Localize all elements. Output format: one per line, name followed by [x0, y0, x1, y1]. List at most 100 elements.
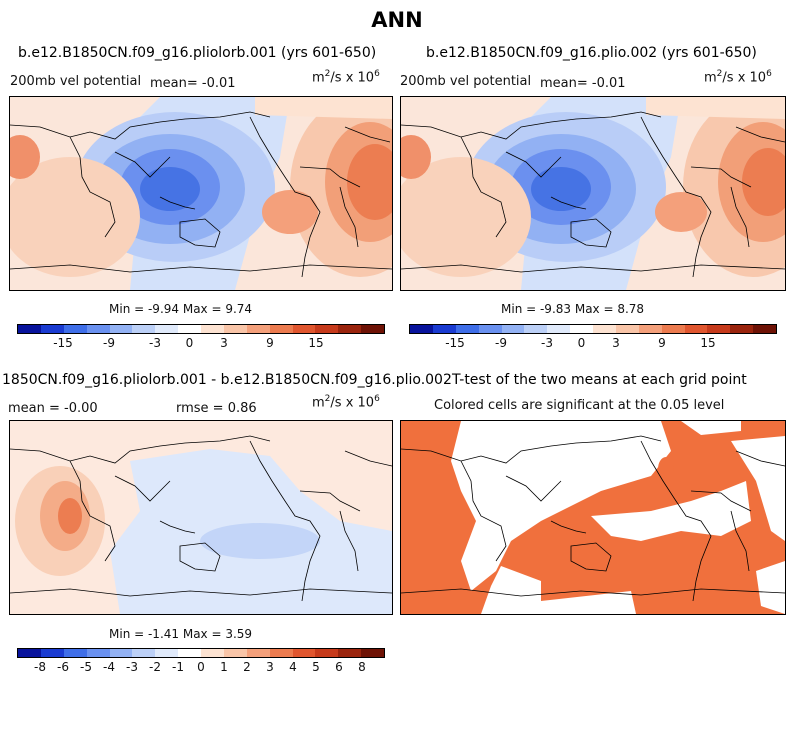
colorbar-cell — [478, 325, 502, 333]
colorbar-cell — [201, 649, 224, 657]
colorbar-cell — [63, 649, 87, 657]
panel3-units: m2/s x 106 — [312, 394, 380, 411]
colorbar-cell — [132, 325, 156, 333]
colorbar-tick-label: -9 — [495, 336, 507, 350]
colorbar-cell — [109, 325, 133, 333]
colorbar-cell — [315, 649, 339, 657]
colorbar-tick-label: -3 — [149, 336, 161, 350]
colorbar-cell — [338, 649, 362, 657]
panel3-title: 1850CN.f09_g16.pliolorb.001 - b.e12.B185… — [2, 372, 452, 388]
panel2-title: b.e12.B1850CN.f09_g16.plio.002 (yrs 601-… — [426, 45, 757, 61]
colorbar-tick-label: 3 — [612, 336, 620, 350]
colorbar-cell — [63, 325, 87, 333]
colorbar-cell — [178, 649, 201, 657]
colorbar-cell — [432, 325, 456, 333]
colorbar-cell — [269, 325, 293, 333]
colorbar-cell — [570, 325, 593, 333]
colorbar-cell — [223, 649, 247, 657]
colorbar-cell — [223, 325, 247, 333]
colorbar-cell — [730, 325, 754, 333]
colorbar-cell — [684, 325, 708, 333]
colorbar-tick-label: -15 — [445, 336, 465, 350]
panel3-mean: mean = -0.00 — [8, 401, 98, 416]
colorbar-cell — [40, 325, 64, 333]
colorbar-cell — [361, 325, 384, 333]
colorbar-cell — [292, 649, 316, 657]
colorbar-tick-label: -4 — [103, 660, 115, 674]
colorbar-tick-label: 2 — [243, 660, 251, 674]
colorbar-cell — [524, 325, 548, 333]
panel2-minmax: Min = -9.83 Max = 8.78 — [501, 302, 645, 316]
colorbar-tick-label: 15 — [700, 336, 716, 350]
panel2-colorbar — [409, 324, 777, 334]
colorbar-cell — [246, 649, 270, 657]
panel4-subtitle: Colored cells are significant at the 0.0… — [434, 398, 725, 413]
colorbar-cell — [615, 325, 639, 333]
colorbar-tick-label: 4 — [289, 660, 297, 674]
panel2-mean: mean= -0.01 — [540, 76, 626, 91]
colorbar-cell — [201, 325, 224, 333]
panel1-colorbar-ticks: -15 -9 -3 0 3 9 15 — [17, 336, 385, 350]
colorbar-cell — [109, 649, 133, 657]
panel3-map — [9, 420, 393, 615]
colorbar-cell — [246, 325, 270, 333]
panel1-colorbar — [17, 324, 385, 334]
colorbar-tick-label: 0 — [197, 660, 205, 674]
panel3-rmse: rmse = 0.86 — [176, 401, 257, 416]
panel1-mean: mean= -0.01 — [150, 76, 236, 91]
colorbar-tick-label: -3 — [126, 660, 138, 674]
colorbar-tick-label: 6 — [335, 660, 343, 674]
colorbar-tick-label: 9 — [266, 336, 274, 350]
colorbar-tick-label: 15 — [308, 336, 324, 350]
colorbar-tick-label: -5 — [80, 660, 92, 674]
colorbar-cell — [155, 649, 179, 657]
colorbar-cell — [18, 649, 41, 657]
colorbar-tick-label: -8 — [34, 660, 46, 674]
colorbar-tick-label: 3 — [266, 660, 274, 674]
colorbar-tick-label: -2 — [149, 660, 161, 674]
panel3-minmax: Min = -1.41 Max = 3.59 — [109, 627, 253, 641]
panel1-units: m2/s x 106 — [312, 69, 380, 86]
colorbar-tick-label: -3 — [541, 336, 553, 350]
colorbar-cell — [593, 325, 616, 333]
panel2-colorbar-ticks: -15 -9 -3 0 3 9 15 — [409, 336, 777, 350]
colorbar-cell — [86, 325, 110, 333]
colorbar-cell — [292, 325, 316, 333]
panel1-map — [9, 96, 393, 291]
colorbar-cell — [178, 325, 201, 333]
panel3-colorbar-ticks: -8 -6 -5 -4 -3 -2 -1 0 1 2 3 4 5 6 8 — [17, 660, 385, 674]
colorbar-cell — [132, 649, 156, 657]
figure-title: ANN — [371, 8, 423, 32]
colorbar-cell — [410, 325, 433, 333]
colorbar-tick-label: 8 — [358, 660, 366, 674]
colorbar-cell — [269, 649, 293, 657]
colorbar-cell — [707, 325, 731, 333]
colorbar-cell — [338, 325, 362, 333]
colorbar-cell — [361, 649, 384, 657]
colorbar-cell — [661, 325, 685, 333]
colorbar-tick-label: -9 — [103, 336, 115, 350]
panel1-title: b.e12.B1850CN.f09_g16.pliolorb.001 (yrs … — [18, 45, 377, 61]
panel4-title: T-test of the two means at each grid poi… — [452, 372, 747, 388]
colorbar-cell — [638, 325, 662, 333]
panel1-variable: 200mb vel potential — [10, 74, 142, 89]
colorbar-cell — [501, 325, 525, 333]
colorbar-tick-label: 0 — [577, 336, 586, 350]
panel2-units: m2/s x 106 — [704, 69, 772, 86]
panel2-map — [400, 96, 786, 291]
colorbar-tick-label: 1 — [220, 660, 228, 674]
colorbar-tick-label: -1 — [172, 660, 184, 674]
panel4-map — [400, 420, 786, 615]
colorbar-cell — [155, 325, 179, 333]
colorbar-tick-label: 3 — [220, 336, 228, 350]
colorbar-cell — [547, 325, 571, 333]
panel2-variable: 200mb vel potential — [400, 74, 532, 89]
panel3-colorbar — [17, 648, 385, 658]
colorbar-cell — [40, 649, 64, 657]
colorbar-tick-label: -15 — [53, 336, 73, 350]
colorbar-cell — [753, 325, 776, 333]
colorbar-tick-label: -6 — [57, 660, 69, 674]
panel1-minmax: Min = -9.94 Max = 9.74 — [109, 302, 253, 316]
colorbar-cell — [455, 325, 479, 333]
colorbar-tick-label: 5 — [312, 660, 320, 674]
